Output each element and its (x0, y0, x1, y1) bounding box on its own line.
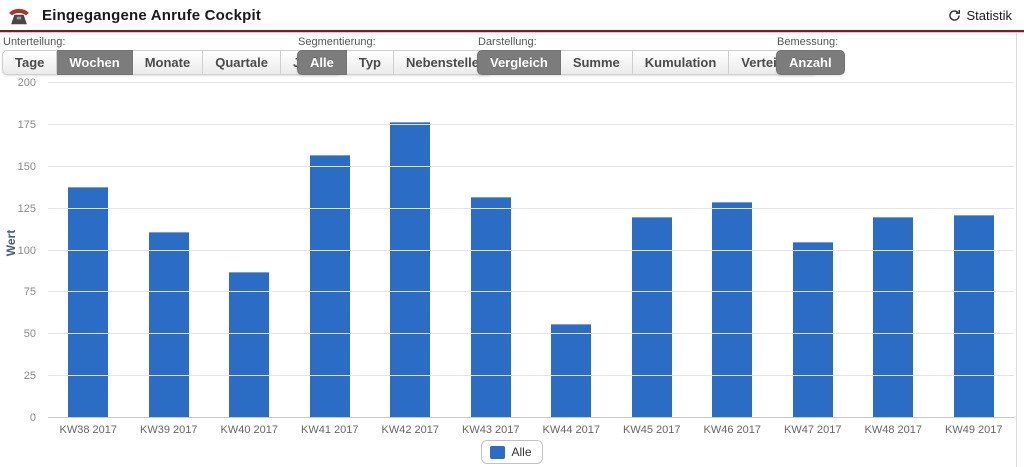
group-label-darstellung: Darstellung: (478, 36, 537, 48)
x-tick-label: KW38 2017 (59, 424, 117, 436)
page-title: Eingegangene Anrufe Cockpit (42, 6, 262, 24)
bar-slot (290, 83, 371, 418)
button-wochen[interactable]: Wochen (57, 50, 133, 75)
x-tick-label: KW43 2017 (462, 424, 520, 436)
y-tick-label: 125 (17, 202, 36, 215)
gridline (48, 417, 1014, 418)
y-tick-label: 200 (17, 77, 36, 89)
gridline (48, 333, 1014, 335)
bar-kw38-2017[interactable] (68, 186, 109, 418)
bar-kw41-2017[interactable] (309, 155, 350, 418)
x-tick-label: KW46 2017 (703, 424, 761, 436)
bars-container (48, 83, 1014, 418)
legend-item-alle[interactable]: Alle (481, 440, 543, 464)
header-divider (0, 30, 1024, 33)
plot-area (48, 82, 1014, 418)
bar-kw45-2017[interactable] (631, 217, 672, 418)
bar-slot (773, 83, 854, 418)
legend-label: Alle (511, 445, 532, 459)
gridline (48, 291, 1014, 293)
x-tick-label: KW45 2017 (623, 424, 681, 436)
group-label-bemessung: Bemessung: (777, 36, 839, 48)
header: Eingegangene Anrufe Cockpit Statistik (0, 0, 1024, 30)
legend: Alle (0, 440, 1024, 464)
button-monate[interactable]: Monate (132, 50, 204, 75)
button-typ[interactable]: Typ (346, 50, 394, 75)
bar-kw47-2017[interactable] (792, 242, 833, 418)
x-tick-label: KW42 2017 (381, 424, 439, 436)
bar-slot (209, 83, 290, 418)
panel-right-edge (1016, 33, 1017, 467)
button-group-unterteilung: Unterteilung: TageWochenMonateQuartaleJa… (2, 36, 341, 75)
bar-kw46-2017[interactable] (712, 201, 753, 418)
legend-swatch (490, 445, 506, 459)
button-summe[interactable]: Summe (560, 50, 633, 75)
gridline (48, 123, 1014, 125)
bar-kw49-2017[interactable] (953, 215, 994, 418)
x-tick-label: KW47 2017 (784, 424, 842, 436)
group-label-unterteilung: Unterteilung: (3, 36, 66, 48)
bar-slot (531, 83, 612, 418)
phone-icon (9, 8, 29, 25)
buttonset-unterteilung: TageWochenMonateQuartaleJahre (2, 50, 341, 75)
statistik-label: Statistik (966, 7, 1012, 23)
y-tick-label: 150 (17, 160, 36, 173)
refresh-icon (949, 9, 961, 21)
y-axis: 0 25 50 75 100 125 150 175 200 (0, 77, 42, 424)
bar-kw44-2017[interactable] (551, 324, 592, 418)
gridline (48, 207, 1014, 209)
chart: 0 25 50 75 100 125 150 175 200 Wert KW38 2017 KW3… (0, 76, 1024, 467)
buttonset-segmentierung: Alle Typ Nebenstelle (297, 50, 492, 75)
bar-slot (451, 83, 532, 418)
y-tick-label: 25 (23, 370, 36, 383)
bar-kw43-2017[interactable] (470, 196, 511, 418)
toolbar: Unterteilung: TageWochenMonateQuartaleJa… (0, 36, 1024, 75)
gridline (48, 375, 1014, 377)
x-tick-label: KW40 2017 (220, 424, 278, 436)
x-tick-label: KW44 2017 (542, 424, 600, 436)
statistik-button[interactable]: Statistik (948, 8, 1014, 23)
bar-slot (692, 83, 773, 418)
y-tick-label: 0 (29, 412, 36, 424)
x-tick-label: KW41 2017 (301, 424, 359, 436)
bar-kw39-2017[interactable] (148, 232, 189, 418)
buttonset-darstellung: Vergleich Summe Kumulation Verteilung (477, 50, 818, 75)
button-quartale[interactable]: Quartale (203, 50, 281, 75)
buttonset-bemessung: Anzahl (776, 50, 845, 75)
bar-slot (129, 83, 210, 418)
gridline (48, 249, 1014, 251)
bar-kw40-2017[interactable] (229, 272, 270, 418)
bar-slot (934, 83, 1015, 418)
button-group-darstellung: Darstellung: Vergleich Summe Kumulation Ver… (477, 36, 818, 75)
button-anzahl[interactable]: Anzahl (776, 50, 845, 75)
x-tick-label: KW48 2017 (864, 424, 922, 436)
bar-slot (370, 83, 451, 418)
button-vergleich[interactable]: Vergleich (477, 50, 561, 75)
x-tick-label: KW39 2017 (140, 424, 198, 436)
button-nebenstelle[interactable]: Nebenstelle (394, 50, 492, 75)
button-alle[interactable]: Alle (297, 50, 347, 75)
y-axis-title: Wert (4, 229, 18, 257)
bar-slot (612, 83, 693, 418)
y-tick-label: 175 (17, 118, 36, 131)
button-tage[interactable]: Tage (2, 50, 58, 75)
y-tick-label: 50 (23, 328, 36, 341)
bar-slot (853, 83, 934, 418)
x-axis-labels: KW38 2017 KW39 2017 KW40 2017 KW41 2017 KW42… (48, 424, 1014, 436)
y-tick-label: 75 (23, 286, 36, 299)
gridline (48, 165, 1014, 167)
group-label-segmentierung: Segmentierung: (298, 36, 376, 48)
gridline (48, 82, 1014, 83)
bar-kw48-2017[interactable] (873, 217, 914, 418)
button-group-segmentierung: Segmentierung: Alle Typ Nebenstelle (297, 36, 492, 75)
button-group-bemessung: Bemessung: Anzahl (776, 36, 845, 75)
bar-kw42-2017[interactable] (390, 121, 431, 418)
bar-slot (48, 83, 129, 418)
y-tick-label: 100 (17, 244, 36, 257)
x-tick-label: KW49 2017 (945, 424, 1003, 436)
button-kumulation[interactable]: Kumulation (632, 50, 730, 75)
